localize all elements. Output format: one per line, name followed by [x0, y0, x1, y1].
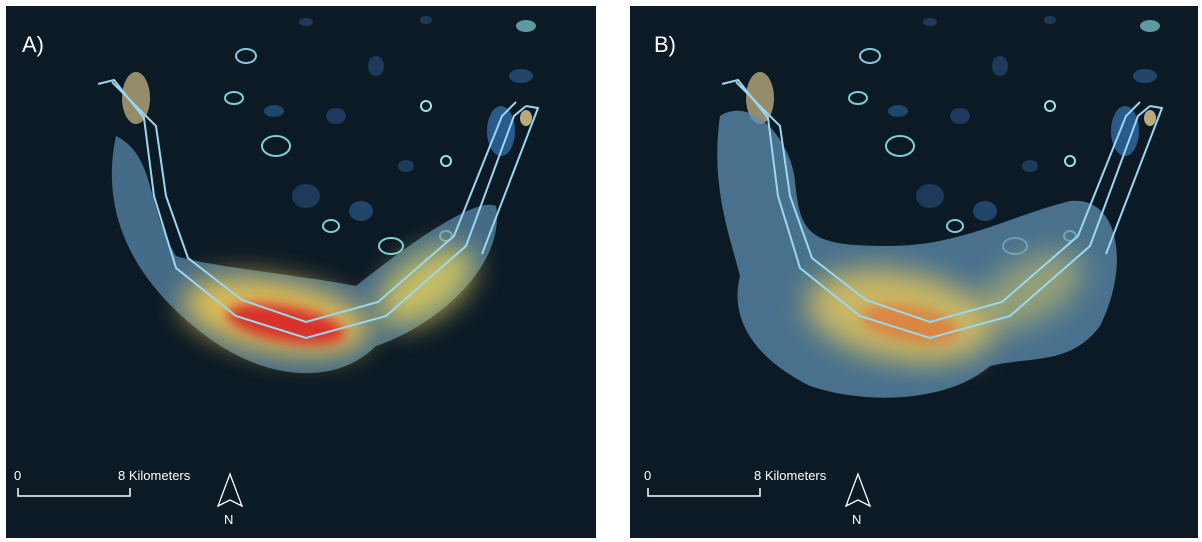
panel-label: A) — [22, 32, 44, 57]
north-label: N — [852, 512, 861, 527]
panel-b: B) 0 8 Kilometers N — [630, 6, 1198, 538]
scale-start: 0 — [14, 468, 21, 483]
panel-a: A) 0 8 Kilometers N — [6, 6, 596, 538]
scale-start: 0 — [644, 468, 651, 483]
scale-end: 8 Kilometers — [754, 468, 827, 483]
map-background — [6, 6, 596, 538]
figure: A) 0 8 Kilometers N B) 0 8 Kilometers N — [0, 0, 1202, 542]
scale-end: 8 Kilometers — [118, 468, 191, 483]
north-label: N — [224, 512, 233, 527]
panel-label: B) — [654, 32, 676, 57]
